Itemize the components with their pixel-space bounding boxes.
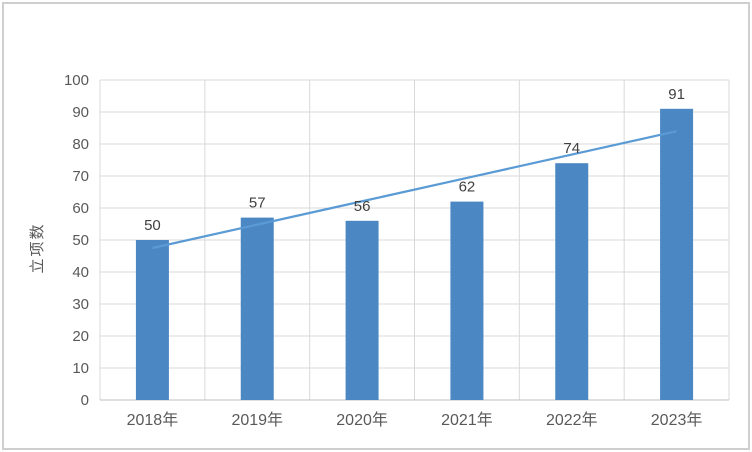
x-axis-label: 2021年 [441,411,493,429]
y-tick-label: 40 [72,264,89,281]
bar [240,217,274,400]
y-axis-title: 立项数 [29,222,46,273]
bar [555,163,589,400]
bar-value-label: 50 [144,217,161,234]
y-tick-label: 10 [72,360,89,377]
x-axis-label: 2020年 [336,411,388,429]
bar-value-label: 56 [354,198,371,215]
bar-value-label: 74 [563,140,580,157]
y-tick-label: 0 [81,392,89,409]
y-tick-label: 70 [72,168,89,185]
y-tick-label: 50 [72,232,89,249]
y-tick-label: 90 [72,104,89,121]
trend-line [152,130,677,250]
x-axis-label: 2022年 [546,411,598,429]
bar [450,201,484,400]
bar-value-label: 57 [249,195,266,212]
y-tick-label: 80 [72,136,89,153]
y-tick-label: 100 [64,72,89,89]
x-axis-label: 2018年 [127,411,179,429]
y-tick-label: 30 [72,296,89,313]
x-axis-label: 2019年 [231,411,283,429]
y-tick-label: 20 [72,328,89,345]
bar [345,220,379,400]
x-axis-label: 2023年 [651,411,703,429]
bar-value-label: 62 [459,179,476,196]
bar [135,240,169,400]
bar [660,108,694,401]
y-tick-label: 60 [72,200,89,217]
bar-value-label: 91 [668,86,685,103]
